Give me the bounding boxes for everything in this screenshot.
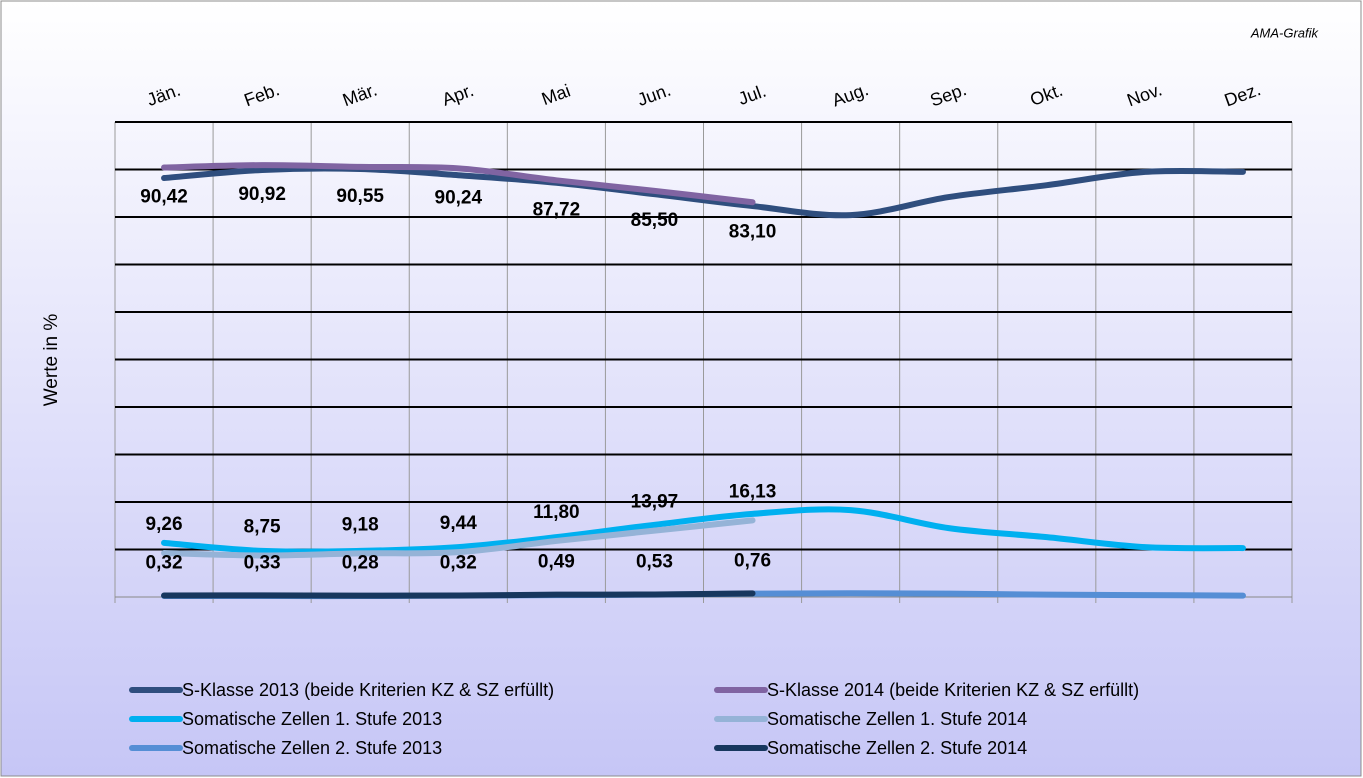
data-label: 9,44 bbox=[440, 513, 477, 534]
data-label: 8,75 bbox=[244, 516, 281, 537]
data-label: 87,72 bbox=[533, 199, 581, 220]
series-line bbox=[161, 590, 756, 599]
data-label: 16,13 bbox=[729, 481, 777, 502]
data-label: 90,55 bbox=[336, 186, 384, 207]
data-label: 0,33 bbox=[244, 552, 281, 573]
data-label: 83,10 bbox=[729, 221, 777, 242]
y-axis-label: Werte in % bbox=[41, 314, 62, 407]
data-label: 13,97 bbox=[631, 492, 679, 513]
data-label: 11,80 bbox=[533, 502, 580, 523]
data-label: 0,32 bbox=[146, 552, 183, 573]
data-label: 90,42 bbox=[140, 187, 188, 208]
legend-label: S-Klasse 2014 (beide Kriterien KZ & SZ e… bbox=[767, 680, 1139, 700]
series-line bbox=[161, 517, 756, 559]
legend-label: Somatische Zellen 1. Stufe 2013 bbox=[182, 709, 442, 729]
data-label: 9,18 bbox=[342, 514, 379, 535]
data-label: 90,92 bbox=[238, 184, 286, 205]
legend-label: S-Klasse 2013 (beide Kriterien KZ & SZ e… bbox=[182, 680, 554, 700]
data-label: 0,53 bbox=[636, 551, 673, 572]
series-line bbox=[161, 162, 756, 206]
legend-label: Somatische Zellen 1. Stufe 2014 bbox=[767, 709, 1027, 729]
legend-label: Somatische Zellen 2. Stufe 2014 bbox=[767, 738, 1027, 758]
legend-label: Somatische Zellen 2. Stufe 2013 bbox=[182, 738, 442, 758]
data-label: 0,76 bbox=[734, 550, 771, 571]
annotation: AMA-Grafik bbox=[1250, 25, 1320, 40]
data-label: 90,24 bbox=[435, 187, 483, 208]
data-label: 0,32 bbox=[440, 552, 477, 573]
data-label: 0,49 bbox=[538, 552, 575, 573]
data-label: 0,28 bbox=[342, 553, 379, 574]
data-label: 9,26 bbox=[146, 514, 183, 535]
data-label: 85,50 bbox=[631, 210, 679, 231]
